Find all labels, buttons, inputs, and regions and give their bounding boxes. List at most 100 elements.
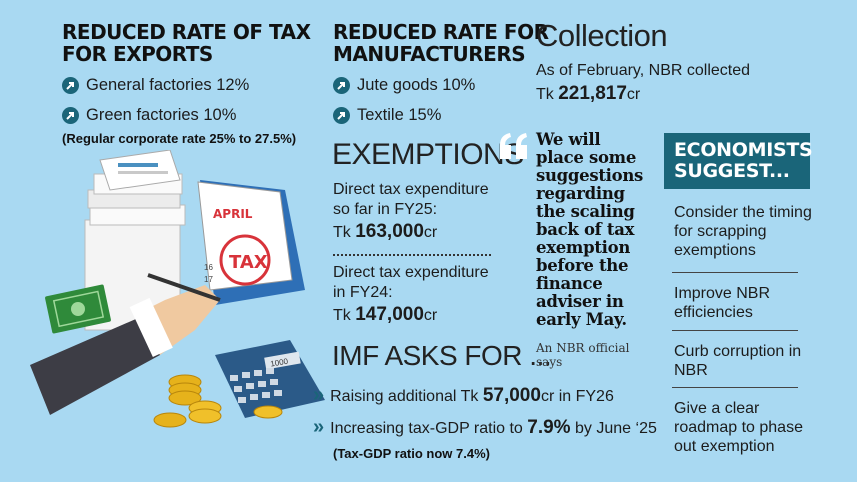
- quote-line: back of tax: [536, 220, 635, 239]
- paper-stack-icon: [84, 149, 186, 331]
- exemptions-fy24-label-1: Direct tax expenditure: [333, 264, 489, 281]
- exemptions-fy24: Direct tax expenditure in FY24: Tk 147,0…: [333, 263, 489, 326]
- economists-item: Consider the timing for scrapping exempt…: [674, 203, 812, 260]
- list-item: General factories 12%: [62, 73, 249, 97]
- manufacturers-list: Jute goods 10% Textile 15%: [333, 73, 475, 127]
- quote-attribution-line2: says: [536, 355, 563, 369]
- divider: [333, 254, 491, 256]
- calendar-icon: APRIL TAX 16 17: [197, 180, 305, 305]
- unit-label: cr: [423, 224, 438, 241]
- quote-line: We will: [536, 130, 601, 149]
- list-item-label: Textile 15%: [357, 105, 442, 124]
- economists-item-line: Improve NBR: [674, 285, 771, 302]
- exemptions-fy25: Direct tax expenditure so far in FY25: T…: [333, 180, 489, 243]
- arrow-up-right-icon: [62, 106, 79, 124]
- exemptions-fy24-label-2: in FY24:: [333, 284, 393, 301]
- exports-heading-line1: REDUCED RATE OF TAX: [62, 20, 311, 44]
- economists-heading-line2: SUGGEST...: [674, 160, 790, 182]
- economists-item-line: Curb corruption in: [674, 343, 802, 360]
- imf-title: IMF ASKS FOR ...: [332, 340, 552, 371]
- exports-list: General factories 12% Green factories 10…: [62, 73, 249, 127]
- imf-item-1-suffix: cr in FY26: [540, 388, 614, 405]
- economists-item-line: efficiencies: [674, 304, 753, 321]
- exemptions-fy25-amount: 163,000: [355, 221, 424, 242]
- quote-line: suggestions: [536, 166, 644, 185]
- quote-line: early May.: [536, 310, 627, 329]
- money-stack-icon: [45, 284, 111, 334]
- list-item-label: Green factories 10%: [86, 105, 237, 124]
- exemptions-title: EXEMPTIONS: [332, 138, 524, 171]
- arrow-up-right-icon: [333, 106, 350, 124]
- economists-item-line: out exemption: [674, 438, 775, 455]
- imf-item-2: » Increasing tax-GDP ratio to 7.9% by Jun…: [313, 417, 657, 439]
- manufacturers-heading-line2: MANUFACTURERS: [333, 42, 526, 66]
- exemptions-fy25-label-1: Direct tax expenditure: [333, 181, 489, 198]
- coins-icon: [153, 374, 283, 428]
- quote-line: adviser in: [536, 292, 624, 311]
- tax-illustration: APRIL TAX 16 17 1000: [30, 149, 330, 475]
- divider: [672, 272, 798, 273]
- svg-text:APRIL: APRIL: [213, 207, 253, 221]
- economists-heading: ECONOMISTS SUGGEST...: [664, 133, 813, 189]
- economists-item: Give a clear roadmap to phase out exempt…: [674, 399, 803, 456]
- unit-label: cr: [626, 86, 641, 103]
- svg-text:17: 17: [204, 275, 213, 284]
- exports-heading: REDUCED RATE OF TAX FOR EXPORTS: [62, 21, 311, 65]
- economists-item-line: Give a clear: [674, 400, 760, 417]
- imf-item-2-suffix: by June ‘25: [575, 420, 657, 437]
- economists-item-line: for scrapping: [674, 223, 767, 240]
- quote-line: the scaling: [536, 202, 635, 221]
- economists-item-line: roadmap to phase: [674, 419, 803, 436]
- svg-text:1000: 1000: [270, 357, 290, 369]
- currency-prefix: Tk: [333, 307, 351, 324]
- unit-label: cr: [423, 307, 438, 324]
- economists-item: Curb corruption in NBR: [674, 342, 801, 380]
- imf-item-1-amount: 57,000: [482, 385, 541, 406]
- quote-line: place some: [536, 148, 637, 167]
- arrow-up-right-icon: [333, 76, 350, 94]
- imf-item-1: » Raising additional Tk 57,000cr in FY26: [313, 385, 614, 407]
- collection-amount-row: Tk 221,817cr: [536, 84, 640, 105]
- economists-item-line: NBR: [674, 362, 708, 379]
- quote-attribution-line1: An NBR official: [536, 341, 630, 355]
- collection-amount: 221,817: [558, 83, 627, 104]
- economists-item-line: exemptions: [674, 242, 756, 259]
- exports-note: (Regular corporate rate 25% to 27.5%): [62, 131, 297, 146]
- imf-item-2-text: Increasing tax-GDP ratio to: [330, 420, 523, 437]
- list-item: Textile 15%: [333, 103, 475, 127]
- manufacturers-heading: REDUCED RATE FOR MANUFACTURERS: [333, 20, 549, 66]
- quote-attribution: An NBR official says: [536, 341, 630, 369]
- hand-with-pen-icon: [30, 273, 221, 415]
- economists-item-line: Consider the timing: [674, 204, 812, 221]
- chevron-right-icon: »: [313, 384, 325, 406]
- calculator-icon: 1000: [215, 340, 325, 418]
- chevron-right-icon: »: [313, 416, 325, 438]
- divider: [672, 387, 798, 388]
- arrow-up-right-icon: [62, 76, 79, 94]
- quote-mark-icon: [498, 131, 530, 166]
- manufacturers-heading-line1: REDUCED RATE FOR: [333, 20, 549, 44]
- list-item: Jute goods 10%: [333, 73, 475, 97]
- exemptions-fy25-label-2: so far in FY25:: [333, 201, 438, 218]
- collection-title: Collection: [536, 18, 668, 53]
- imf-item-2-amount: 7.9%: [527, 417, 571, 438]
- quote-text: We will place some suggestions regarding…: [536, 131, 643, 329]
- currency-prefix: Tk: [333, 224, 351, 241]
- economists-item: Improve NBR efficiencies: [674, 284, 770, 322]
- economists-heading-line1: ECONOMISTS: [674, 139, 813, 161]
- exemptions-fy24-amount: 147,000: [355, 304, 424, 325]
- quote-line: finance: [536, 274, 603, 293]
- list-item: Green factories 10%: [62, 103, 249, 127]
- currency-prefix: Tk: [536, 86, 554, 103]
- divider: [672, 330, 798, 331]
- imf-note: (Tax-GDP ratio now 7.4%): [333, 446, 490, 461]
- svg-text:TAX: TAX: [229, 252, 268, 273]
- tax-illustration-graphic: APRIL TAX 16 17 1000: [30, 149, 325, 428]
- quote-line: before the: [536, 256, 629, 275]
- quote-line: regarding: [536, 184, 625, 203]
- imf-item-1-text: Raising additional Tk: [330, 388, 479, 405]
- collection-line: As of February, NBR collected: [536, 62, 751, 79]
- list-item-label: General factories 12%: [86, 75, 250, 94]
- quote-line: exemption: [536, 238, 631, 257]
- exports-heading-line2: FOR EXPORTS: [62, 42, 213, 66]
